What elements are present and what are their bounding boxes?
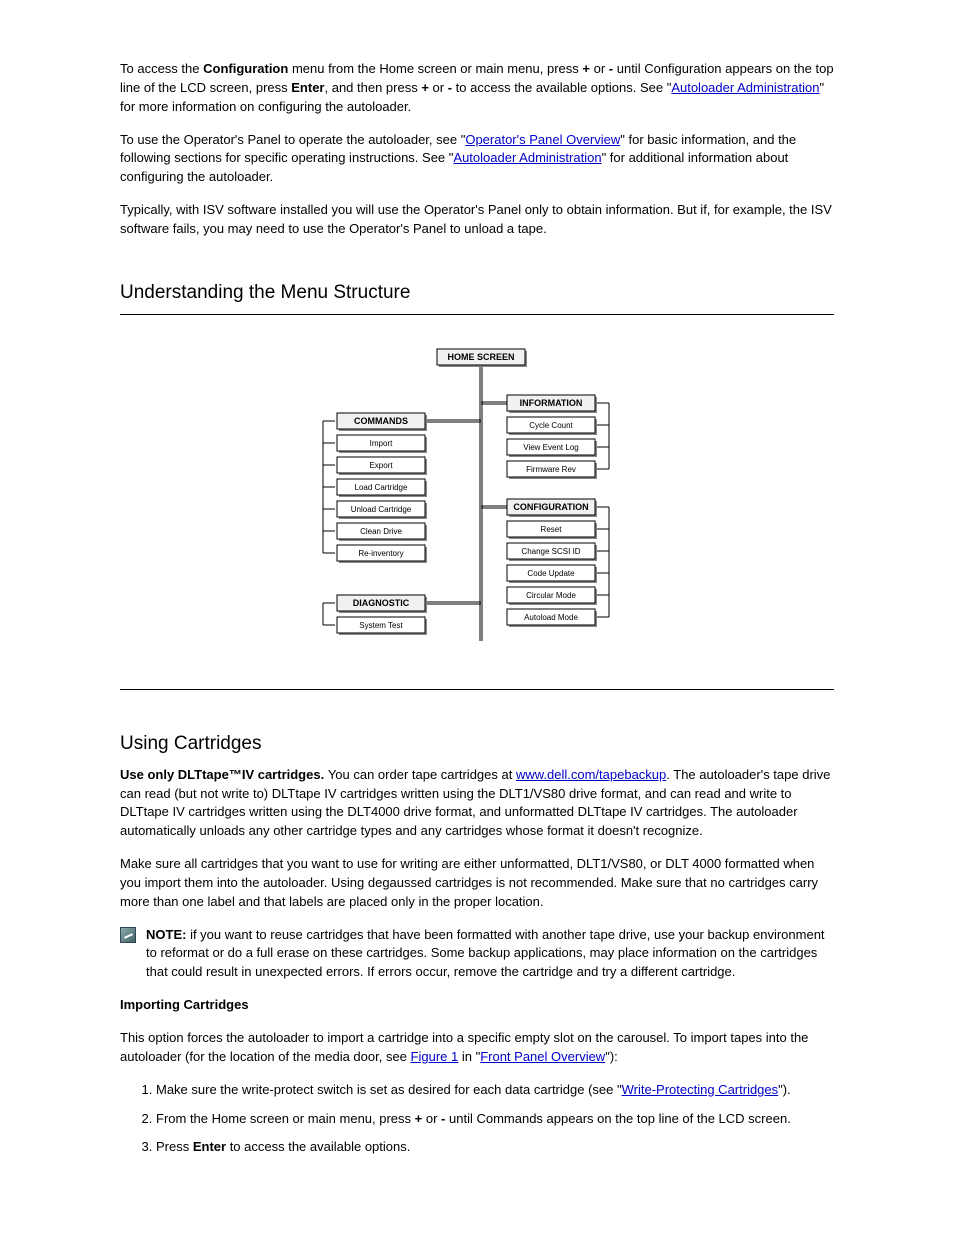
cartridges-para-1: Use only DLTtape™IV cartridges. You can … (120, 766, 834, 841)
svg-text:Load Cartridge: Load Cartridge (355, 483, 408, 492)
svg-text:Code Update: Code Update (527, 569, 575, 578)
note-body: if you want to reuse cartridges that hav… (146, 927, 825, 980)
note-label: NOTE: (146, 927, 190, 942)
link-autoloader-admin-2[interactable]: Autoloader Administration (453, 150, 601, 165)
svg-text:Unload Cartridge: Unload Cartridge (351, 505, 412, 514)
svg-text:HOME SCREEN: HOME SCREEN (447, 352, 514, 362)
link-write-protecting[interactable]: Write-Protecting Cartridges (622, 1082, 779, 1097)
note-block: NOTE: if you want to reuse cartridges th… (120, 926, 834, 983)
cartridges-para-2: Make sure all cartridges that you want t… (120, 855, 834, 912)
link-dell-tapebackup[interactable]: www.dell.com/tapebackup (516, 767, 666, 782)
intro-para-2: To use the Operator's Panel to operate t… (120, 131, 834, 188)
heading-menu-structure: Understanding the Menu Structure (120, 279, 834, 307)
svg-text:Autoload Mode: Autoload Mode (524, 613, 578, 622)
svg-text:DIAGNOSTIC: DIAGNOSTIC (353, 598, 410, 608)
rule-top (120, 314, 834, 315)
svg-text:View Event Log: View Event Log (523, 443, 578, 452)
intro-para-3: Typically, with ISV software installed y… (120, 201, 834, 239)
menu-diagram: HOME SCREEN INFORMATION Cycle Count View Ev… (120, 333, 834, 679)
import-steps-list: Make sure the write-protect switch is se… (120, 1081, 834, 1158)
svg-text:CONFIGURATION: CONFIGURATION (513, 502, 588, 512)
svg-text:Cycle Count: Cycle Count (529, 421, 573, 430)
svg-text:COMMANDS: COMMANDS (354, 416, 408, 426)
svg-text:System Test: System Test (359, 621, 403, 630)
svg-text:INFORMATION: INFORMATION (520, 398, 583, 408)
svg-text:Re-inventory: Re-inventory (358, 549, 403, 558)
rule-bottom (120, 689, 834, 690)
svg-text:Circular Mode: Circular Mode (526, 591, 576, 600)
svg-text:Clean Drive: Clean Drive (360, 527, 402, 536)
heading-importing-cartridges: Importing Cartridges (120, 996, 834, 1015)
intro-para-1: To access the Configuration menu from th… (120, 60, 834, 117)
link-autoloader-admin[interactable]: Autoloader Administration (671, 80, 819, 95)
svg-text:Export: Export (369, 461, 393, 470)
note-icon (120, 927, 136, 943)
link-operators-panel[interactable]: Operator's Panel Overview (465, 132, 620, 147)
heading-using-cartridges: Using Cartridges (120, 730, 834, 758)
import-para-1: This option forces the autoloader to imp… (120, 1029, 834, 1067)
svg-text:Reset: Reset (541, 525, 563, 534)
svg-text:Firmware Rev: Firmware Rev (526, 465, 576, 474)
svg-text:Change SCSI ID: Change SCSI ID (521, 547, 580, 556)
link-front-panel-overview[interactable]: Front Panel Overview (480, 1049, 605, 1064)
link-figure-1[interactable]: Figure 1 (411, 1049, 459, 1064)
svg-text:Import: Import (370, 439, 393, 448)
